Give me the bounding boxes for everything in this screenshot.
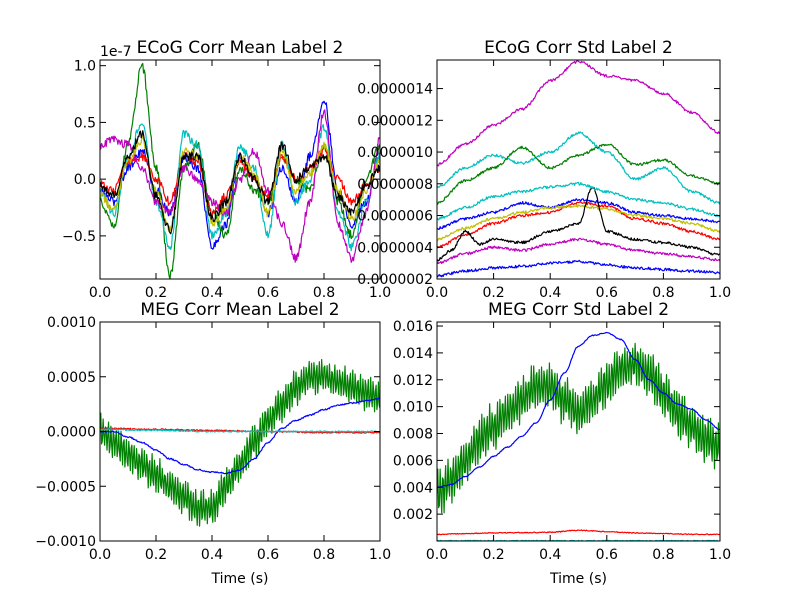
y-tick-label: 1.0 — [74, 59, 96, 75]
series-line-2 — [437, 131, 720, 205]
chart-panel-2: 0.0 0.2 0.4 0.6 0.8 1.00.00000020.00000040.00… — [357, 38, 731, 301]
x-tick-label: 0.2 — [482, 285, 504, 301]
y-tick-label: 0.0005 — [47, 370, 96, 386]
x-tick-label: 0.8 — [652, 285, 674, 301]
series-line-7 — [437, 187, 720, 262]
y-tick-label: 0.008 — [393, 427, 433, 443]
series-line-1 — [437, 60, 720, 167]
chart-panel-1: 0.0 0.2 0.4 0.6 0.8 1.0−0.50.00.51.01e-7 ECoG … — [62, 38, 391, 301]
y-tick-label: 0.0000006 — [357, 209, 433, 225]
series-group — [100, 358, 380, 527]
series-line-6 — [437, 204, 720, 242]
x-tick-label: 0.2 — [482, 547, 504, 563]
series-line-2 — [100, 62, 380, 279]
series-line-2 — [437, 331, 720, 489]
series-line-1 — [100, 358, 380, 527]
x-tick-label: 0.0 — [426, 285, 448, 301]
x-tick-label: 1.0 — [709, 547, 731, 563]
series-line-4 — [437, 198, 720, 230]
y-tick-label: 0.012 — [393, 373, 433, 389]
x-tick-label: 0.4 — [201, 285, 223, 301]
x-tick-label: 0.4 — [539, 547, 561, 563]
series-group — [437, 331, 720, 541]
y-tick-label: 0.0000010 — [357, 145, 433, 161]
chart-panel-4: 0.0 0.2 0.4 0.6 0.8 1.0 0.002 0.004 0.006 0.008 0.… — [393, 300, 731, 587]
y-tick-label: 0.0 — [74, 172, 96, 188]
series-group — [100, 62, 380, 279]
series-line-4 — [100, 123, 380, 252]
x-tick-label: 0.0 — [89, 547, 111, 563]
y-tick-label: 0.014 — [393, 346, 433, 362]
x-tick-label: 0.4 — [201, 547, 223, 563]
y-tick-label: 0.010 — [393, 400, 433, 416]
x-tick-label: 0.2 — [145, 547, 167, 563]
x-tick-label: 0.0 — [426, 547, 448, 563]
x-tick-label: 0.6 — [596, 285, 618, 301]
chart-title: ECoG Corr Mean Label 2 — [137, 38, 344, 58]
x-tick-label: 0.8 — [313, 285, 335, 301]
series-line-7 — [100, 130, 380, 235]
series-line-5 — [437, 201, 720, 249]
y-tick-label: 0.5 — [74, 115, 96, 131]
series-line-3 — [437, 143, 720, 205]
x-tick-label: 1.0 — [369, 285, 391, 301]
y-tick-label: 0.016 — [393, 319, 433, 335]
y-tick-label: 0.0000014 — [357, 82, 433, 98]
y-tick-label: 0.0000 — [47, 425, 96, 441]
chart-title: ECoG Corr Std Label 2 — [484, 38, 673, 58]
series-group — [437, 60, 720, 278]
series-line-9 — [437, 259, 720, 278]
series-line-3 — [100, 427, 380, 434]
axis-offset-text: 1e-7 — [100, 44, 131, 60]
x-tick-label: 1.0 — [709, 285, 731, 301]
y-tick-label: 0.002 — [393, 507, 433, 523]
y-tick-label: 0.0000002 — [357, 272, 433, 288]
axes-frame — [436, 59, 721, 280]
chart-title: MEG Corr Std Label 2 — [488, 300, 669, 320]
y-tick-label: 0.0000012 — [357, 113, 433, 129]
y-tick-label: −0.5 — [62, 229, 96, 245]
y-tick-label: 0.004 — [393, 480, 433, 496]
series-line-4 — [100, 428, 380, 433]
x-tick-label: 0.2 — [145, 285, 167, 301]
chart-panel-3: 0.0 0.2 0.4 0.6 0.8 1.0 −0.0010 −0.0005 0.0000 0.… — [35, 300, 391, 587]
x-tick-label: 0.6 — [596, 547, 618, 563]
series-line-3 — [437, 529, 720, 536]
x-axis-label: Time (s) — [211, 571, 269, 587]
y-tick-label: 0.0000004 — [357, 240, 433, 256]
x-tick-label: 0.8 — [313, 547, 335, 563]
y-tick-label: 0.006 — [393, 453, 433, 469]
x-tick-label: 0.6 — [257, 285, 279, 301]
x-tick-label: 1.0 — [369, 547, 391, 563]
axes-frame — [99, 59, 381, 280]
y-tick-label: 0.0010 — [47, 315, 96, 331]
x-tick-label: 0.4 — [539, 285, 561, 301]
x-axis-label: Time (s) — [549, 571, 607, 587]
y-tick-label: 0.0000008 — [357, 177, 433, 193]
x-tick-label: 0.8 — [652, 547, 674, 563]
series-line-1 — [437, 342, 720, 514]
axes-frame — [436, 321, 721, 542]
series-line-5 — [100, 109, 380, 263]
y-tick-label: −0.0010 — [35, 534, 96, 550]
series-line-10 — [437, 181, 720, 221]
x-tick-label: 0.0 — [89, 285, 111, 301]
y-tick-label: −0.0005 — [35, 479, 96, 495]
x-tick-label: 0.6 — [257, 547, 279, 563]
series-line-2 — [100, 397, 380, 475]
series-line-6 — [100, 134, 380, 233]
series-line-8 — [437, 237, 720, 265]
chart-title: MEG Corr Mean Label 2 — [140, 300, 339, 320]
